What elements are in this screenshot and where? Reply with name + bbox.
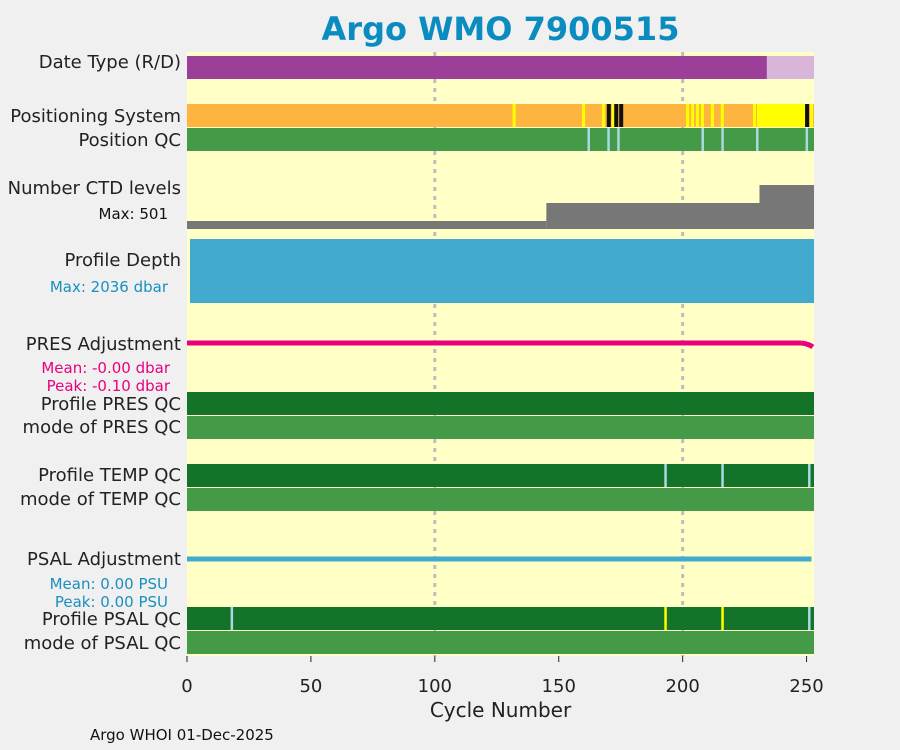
- positioning-event: [619, 104, 624, 127]
- label-pres-peak: Peak: -0.10 dbar: [46, 377, 170, 395]
- label-psal-peak: Peak: 0.00 PSU: [54, 593, 168, 611]
- temp-qc-flag: [808, 464, 811, 487]
- positioning-event: [805, 104, 810, 127]
- positioning-event: [710, 104, 714, 127]
- position-qc-flag: [607, 128, 610, 151]
- psal-qc-flag: [808, 607, 811, 630]
- ctd-level-bar: [546, 203, 760, 229]
- date-type-bar: [766, 56, 814, 79]
- x-tick-label: 0: [181, 676, 192, 697]
- psal-qc-flag: [230, 607, 234, 630]
- label-profile-pres-qc: Profile PRES QC: [40, 394, 181, 415]
- chart-title: Argo WMO 7900515: [321, 10, 680, 48]
- profile-psal-qc-bar: [187, 607, 814, 630]
- positioning-event: [696, 104, 700, 127]
- label-ctd-levels: Number CTD levels: [7, 178, 181, 199]
- position-qc-flag: [756, 128, 759, 151]
- x-tick-label: 100: [418, 676, 452, 697]
- label-mode-pres-qc: mode of PRES QC: [22, 417, 181, 438]
- label-psal-mean: Mean: 0.00 PSU: [49, 575, 168, 593]
- positioning-iridium-run: [757, 104, 807, 127]
- mode-psal-qc-bar: [187, 631, 814, 654]
- label-ctd-max: Max: 501: [98, 205, 168, 223]
- positioning-event: [582, 104, 586, 127]
- pres-adjustment-tail: [801, 340, 815, 350]
- label-date-type: Date Type (R/D): [38, 52, 181, 73]
- x-tick-label: 150: [542, 676, 576, 697]
- mode-temp-qc-bar: [187, 488, 814, 511]
- label-mode-temp-qc: mode of TEMP QC: [19, 489, 181, 510]
- plot-background: [187, 52, 814, 656]
- label-positioning-system: Positioning System: [10, 106, 181, 127]
- footer-credit: Argo WHOI 01-Dec-2025: [90, 726, 274, 744]
- positioning-event: [753, 104, 757, 127]
- profile-temp-qc-bar: [187, 464, 814, 487]
- temp-qc-flag: [721, 464, 724, 487]
- temp-qc-flag: [664, 464, 667, 487]
- positioning-event: [614, 104, 619, 127]
- psal-qc-flag: [721, 607, 724, 630]
- label-profile-depth: Profile Depth: [64, 250, 181, 271]
- label-profile-psal-qc: Profile PSAL QC: [41, 609, 181, 630]
- date-type-bar: [187, 56, 767, 79]
- positioning-event: [691, 104, 695, 127]
- positioning-event: [700, 104, 704, 127]
- label-position-qc: Position QC: [78, 130, 181, 151]
- mode-pres-qc-bar: [187, 416, 814, 439]
- label-psal-adjustment: PSAL Adjustment: [26, 549, 181, 570]
- x-tick-label: 250: [789, 676, 823, 697]
- positioning-event: [686, 104, 690, 127]
- label-depth-max: Max: 2036 dbar: [49, 278, 168, 296]
- position-qc-flag: [721, 128, 724, 151]
- positioning-event: [720, 104, 724, 127]
- profile-depth-gap: [187, 239, 190, 303]
- profile-depth-bar: [187, 239, 814, 303]
- profile-pres-qc-bar: [187, 392, 814, 415]
- label-profile-temp-qc: Profile TEMP QC: [38, 465, 181, 486]
- label-pres-adjustment: PRES Adjustment: [25, 334, 181, 355]
- position-qc-flag: [805, 128, 809, 151]
- x-tick-label: 50: [299, 676, 322, 697]
- positioning-event: [810, 104, 814, 127]
- positioning-event: [606, 104, 611, 127]
- position-qc-flag: [617, 128, 620, 151]
- ctd-level-bar: [187, 221, 547, 229]
- ctd-level-bar: [759, 185, 814, 229]
- x-axis-label: Cycle Number: [430, 698, 572, 722]
- x-tick-label: 200: [665, 676, 699, 697]
- psal-qc-flag: [664, 607, 667, 630]
- positioning-event: [611, 104, 615, 127]
- position-qc-flag: [587, 128, 590, 151]
- positioning-event: [601, 104, 605, 127]
- position-qc-bar: [187, 128, 814, 151]
- positioning-bar: [187, 104, 814, 127]
- label-mode-psal-qc: mode of PSAL QC: [23, 633, 181, 654]
- label-pres-mean: Mean: -0.00 dbar: [41, 359, 170, 377]
- positioning-event: [512, 104, 516, 127]
- position-qc-flag: [701, 128, 704, 151]
